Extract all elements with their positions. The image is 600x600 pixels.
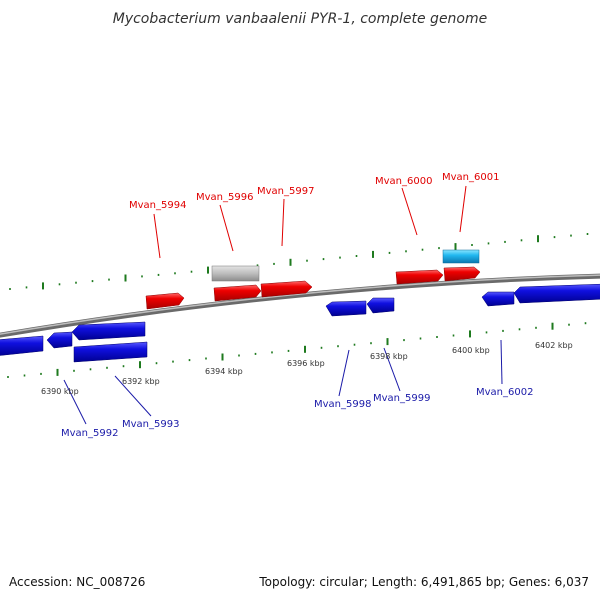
forward-genes [145,266,481,310]
pseudo-gene[interactable] [211,265,260,282]
gene-label[interactable]: Mvan_5992 [61,428,118,439]
forward-strand-ticks [9,233,589,290]
scale-label: 6402 kbp [535,341,573,350]
gene-label[interactable]: Mvan_6000 [375,176,432,187]
accession-text: Accession: NC_008726 [9,575,145,589]
scale-labels: 6390 kbp 6392 kbp 6394 kbp 6396 kbp 6398… [41,341,573,396]
gene-arrow-forward[interactable] [260,280,313,298]
gene-arrow-forward[interactable] [213,284,262,302]
genome-backbone [0,273,600,338]
rna-gene[interactable] [442,249,480,264]
gene-arrow-reverse[interactable] [46,331,73,349]
gene-label[interactable]: Mvan_5996 [196,192,253,203]
gene-label[interactable]: Mvan_5999 [373,393,430,404]
genome-title: Mycobacterium vanbaalenii PYR-1, complet… [113,11,488,27]
gene-arrow-forward[interactable] [443,266,481,282]
scale-label: 6394 kbp [205,367,243,376]
forward-outer-features [211,249,480,282]
scale-label: 6392 kbp [122,377,160,386]
reverse-gene-labels: Mvan_5992 Mvan_5993 Mvan_5998 Mvan_5999 … [61,339,533,439]
reverse-strand-ticks [7,322,587,378]
gene-arrow-reverse[interactable] [366,297,395,314]
gene-label[interactable]: Mvan_5994 [129,200,186,211]
gene-label[interactable]: Mvan_5993 [122,419,179,430]
reverse-genes [0,283,600,363]
gene-arrow-reverse[interactable] [513,283,600,304]
gene-label[interactable]: Mvan_5997 [257,186,314,197]
gene-arrow-reverse[interactable] [0,335,44,356]
scale-label: 6396 kbp [287,359,325,368]
gene-arrow-forward[interactable] [395,269,444,285]
gene-label[interactable]: Mvan_5998 [314,399,371,410]
gene-arrow-reverse[interactable] [481,291,515,307]
scale-label: 6398 kbp [370,352,408,361]
gene-label[interactable]: Mvan_6002 [476,387,533,398]
genome-summary-text: Topology: circular; Length: 6,491,865 bp… [258,575,589,589]
scale-label: 6390 kbp [41,387,79,396]
gene-arrow-reverse[interactable] [325,300,367,317]
forward-gene-labels: Mvan_5994 Mvan_5996 Mvan_5997 Mvan_6000 … [129,172,499,259]
gene-label[interactable]: Mvan_6001 [442,172,499,183]
scale-label: 6400 kbp [452,346,490,355]
gene-arrow-forward[interactable] [145,292,185,310]
gene-arrow-reverse[interactable] [71,321,146,341]
gene-arrow-reverse[interactable] [73,341,148,363]
